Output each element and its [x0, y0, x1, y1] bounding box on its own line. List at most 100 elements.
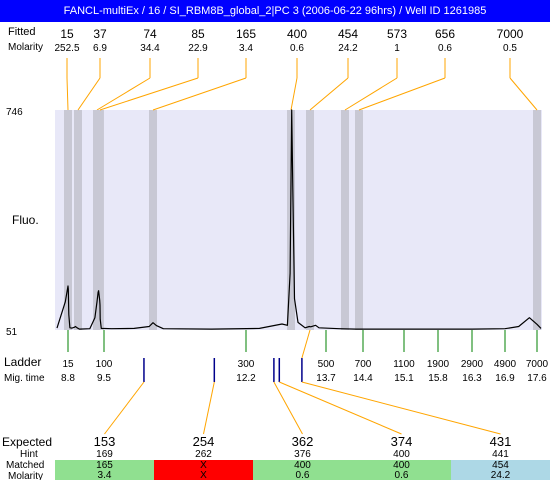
expected-connector — [104, 381, 145, 435]
matched-molarity-value: 24.2 — [491, 470, 511, 480]
fitted-size: 454 — [338, 27, 358, 41]
fitted-connector — [152, 77, 247, 111]
header-molarity-label: Molarity — [8, 42, 43, 53]
expected-value: 153 — [94, 434, 116, 449]
fitted-molarity: 34.4 — [140, 43, 160, 54]
expected-connector — [273, 381, 303, 435]
expected-connector — [279, 381, 402, 435]
expected-value: 374 — [391, 434, 413, 449]
ladder-mig-time: 16.3 — [462, 373, 482, 384]
fitted-molarity: 0.6 — [290, 43, 304, 54]
matched-connector — [301, 329, 311, 359]
ladder-mig-time: 8.8 — [61, 373, 75, 384]
matched-cell — [154, 460, 253, 480]
expected-value: 362 — [292, 434, 314, 449]
ladder-mig-time: 13.7 — [316, 373, 336, 384]
fitted-size: 165 — [236, 27, 256, 41]
matched-cell — [55, 460, 154, 480]
fitted-connector — [344, 77, 398, 111]
fitted-molarity: 6.9 — [93, 43, 107, 54]
matched-molarity-value: X — [200, 470, 207, 480]
ladder-mig-time: 15.8 — [428, 373, 448, 384]
matched-label: Matched — [6, 460, 44, 471]
ladder-mig-time: 12.2 — [236, 373, 256, 384]
header-fitted-label: Fitted — [8, 26, 36, 38]
matched-cell — [253, 460, 352, 480]
fitted-connector — [99, 77, 199, 111]
fitted-molarity: 24.2 — [338, 43, 358, 54]
fitted-connector — [309, 77, 349, 111]
fitted-peak-band — [74, 110, 82, 330]
matched-cell — [352, 460, 451, 480]
fitted-connector — [66, 77, 69, 111]
ladder-size: 1100 — [393, 359, 415, 370]
ladder-size: 7000 — [526, 359, 549, 370]
expected-connector — [301, 381, 501, 435]
fitted-size: 573 — [387, 27, 407, 41]
expected-connector — [203, 381, 215, 435]
fitted-connector — [77, 77, 101, 111]
y-axis-label: Fluo. — [12, 213, 39, 227]
matched-value: 454 — [492, 460, 509, 471]
fitted-molarity: 1 — [394, 43, 400, 54]
fitted-size: 656 — [435, 27, 455, 41]
ladder-size: 1900 — [427, 359, 450, 370]
fitted-connector — [358, 77, 446, 111]
y-max-label: 746 — [6, 107, 23, 118]
ladder-mig-time: 15.1 — [394, 373, 414, 384]
fitted-peak-band — [95, 110, 104, 330]
hint-value: 400 — [393, 449, 410, 460]
plot-area — [55, 110, 542, 330]
matched-value: 400 — [294, 460, 311, 471]
fitted-connector — [290, 77, 298, 111]
mig-time-label: Mig. time — [4, 373, 45, 384]
matched-molarity-value: 0.6 — [296, 470, 310, 480]
fitted-peak-band — [64, 110, 72, 330]
hint-value: 169 — [96, 449, 113, 460]
fitted-size: 37 — [93, 27, 107, 41]
fitted-peak-band — [533, 110, 541, 330]
electropherogram-trace — [56, 109, 542, 330]
hint-value: 376 — [294, 449, 311, 460]
ladder-mig-time: 17.6 — [527, 373, 547, 384]
expected-value: 254 — [193, 434, 215, 449]
ladder-size: 15 — [62, 359, 74, 370]
ladder-size: 300 — [238, 359, 255, 370]
ladder-mig-time: 16.9 — [495, 373, 515, 384]
ladder-mig-time: 14.4 — [353, 373, 373, 384]
hint-label: Hint — [20, 449, 38, 460]
expected-label: Expected — [2, 435, 52, 449]
table-molarity-label: Molarity — [8, 471, 43, 480]
matched-value: 165 — [96, 460, 113, 471]
matched-cell — [451, 460, 550, 480]
fitted-size: 7000 — [497, 27, 524, 41]
fitted-size: 85 — [191, 27, 205, 41]
fitted-molarity: 0.6 — [438, 43, 452, 54]
fitted-peak-band — [149, 110, 157, 330]
chart-title: FANCL-multiEx / 16 / SI_RBM8B_global_2|P… — [0, 0, 550, 22]
ladder-size: 500 — [318, 359, 335, 370]
matched-molarity-value: 0.6 — [395, 470, 409, 480]
ladder-size: 100 — [96, 359, 113, 370]
ladder-mig-time: 9.5 — [97, 373, 111, 384]
fitted-size: 74 — [143, 27, 157, 41]
hint-value: 262 — [195, 449, 212, 460]
fitted-molarity: 252.5 — [54, 43, 79, 54]
ladder-size: 2900 — [461, 359, 484, 370]
fitted-peak-band — [341, 110, 349, 330]
fitted-peak-band — [355, 110, 363, 330]
fitted-size: 15 — [60, 27, 74, 41]
y-min-label: 51 — [6, 327, 18, 338]
fitted-molarity: 3.4 — [239, 43, 253, 54]
fitted-size: 400 — [287, 27, 307, 41]
hint-value: 441 — [492, 449, 509, 460]
fitted-molarity: 0.5 — [503, 43, 517, 54]
matched-value: X — [200, 460, 207, 471]
fitted-molarity: 22.9 — [188, 43, 208, 54]
matched-value: 400 — [393, 460, 410, 471]
fitted-peak-band — [306, 110, 314, 330]
ladder-size: 700 — [355, 359, 372, 370]
ladder-size: 4900 — [494, 359, 517, 370]
fitted-connector — [509, 77, 538, 111]
